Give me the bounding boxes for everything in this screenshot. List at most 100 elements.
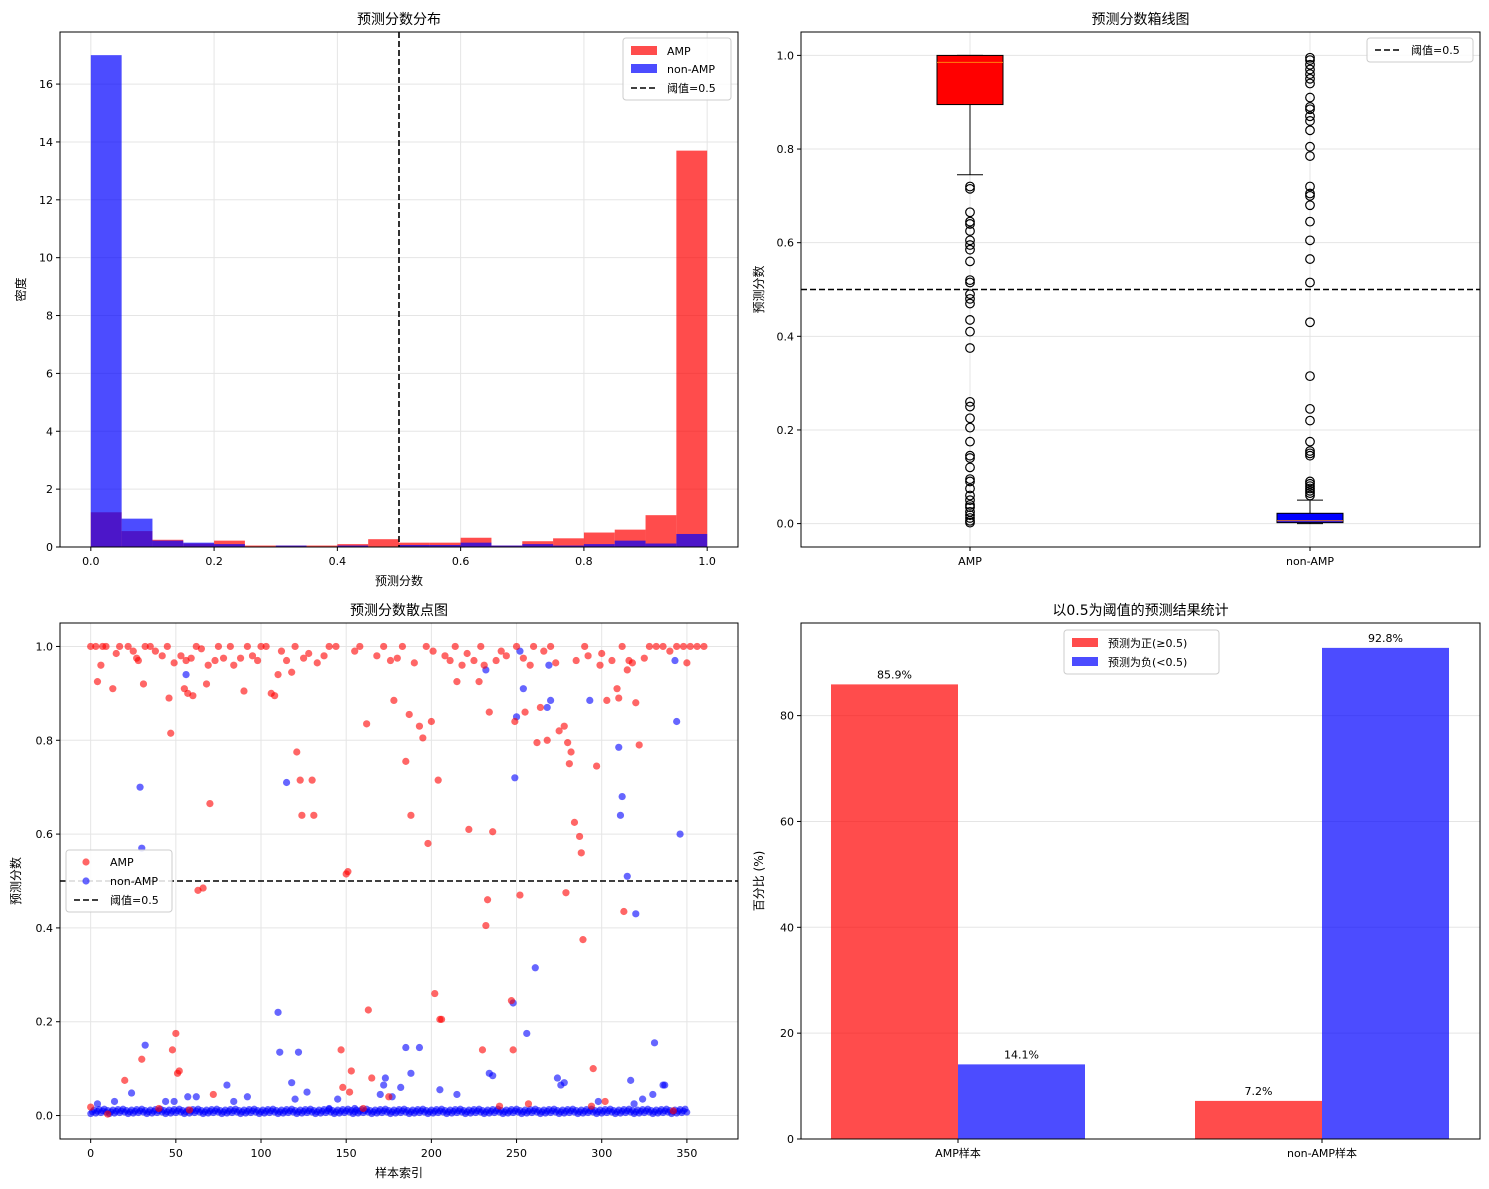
legend-label-threshold: 阈值=0.5 [667, 81, 716, 95]
box-outlier [965, 495, 975, 506]
bar-data-label: 85.9% [877, 668, 912, 681]
box-outlier [965, 343, 975, 353]
scatter-point-amp [168, 1046, 177, 1054]
scatter-point-non-amp [380, 1081, 388, 1089]
scatter-point-amp [254, 656, 262, 665]
y-tick-label: 0.4 [36, 922, 54, 935]
scatter-point-amp [410, 659, 418, 667]
scatter-point-non-amp [407, 1069, 415, 1077]
box-outlier [1305, 181, 1315, 192]
scatter-point-amp [560, 722, 568, 730]
scatter-point-non-amp [683, 1108, 691, 1116]
box-outlier [965, 256, 975, 267]
scatter-point-non-amp [243, 1093, 251, 1101]
scatter-point-non-amp [547, 696, 555, 705]
scatter-point-amp [547, 642, 555, 651]
scatter-point-non-amp [560, 1079, 568, 1087]
scatter-point-non-amp [274, 1008, 282, 1016]
scatter-point-non-amp [291, 1095, 299, 1103]
box-outlier [965, 207, 975, 218]
bar-data-label: 14.1% [1004, 1048, 1039, 1061]
scatter-point-amp [240, 687, 248, 695]
scatter-point-amp [104, 1110, 112, 1118]
y-tick-label: 2 [46, 483, 53, 496]
scatter-point-non-amp [162, 1097, 170, 1106]
scatter-point-non-amp [141, 1041, 149, 1049]
box-outlier [965, 502, 975, 513]
box-outlier [1305, 371, 1315, 382]
scatter-point-amp [555, 727, 563, 735]
scatter-point-amp [202, 680, 211, 688]
scatter-point-amp [509, 1046, 517, 1054]
box-outlier [1305, 111, 1315, 122]
scatter-point-amp [564, 739, 572, 747]
scatter-point-amp [603, 696, 611, 705]
box-outlier [965, 476, 975, 487]
scatter-point-amp [429, 647, 437, 655]
scatter-point-amp [175, 1067, 183, 1075]
scatter-point-amp [620, 907, 628, 916]
legend-box [1063, 629, 1220, 675]
y-tick-label: 0.8 [36, 734, 54, 747]
x-tick-label: 100 [251, 1147, 272, 1160]
legend-label-negative: 预测为负(<0.5) [1108, 655, 1187, 669]
scatter-point-amp [163, 642, 171, 651]
scatter-point-amp [453, 678, 461, 686]
y-tick-label: 0 [46, 541, 53, 554]
y-tick-label: 0.6 [36, 828, 54, 841]
box-outlier [965, 401, 975, 412]
y-axis-label: 预测分数 [8, 857, 23, 905]
y-tick-label: 60 [780, 815, 794, 828]
scatter-point-amp [659, 642, 667, 651]
box-outlier [965, 453, 975, 463]
box-outlier [965, 235, 975, 246]
scatter-point-amp [434, 776, 442, 784]
scatter-point-amp [589, 1065, 597, 1073]
scatter-point-amp [446, 656, 454, 665]
scatter-point-amp [332, 642, 340, 651]
scatter-point-amp [673, 642, 681, 651]
y-tick-label: 4 [46, 425, 53, 438]
box-outlier [965, 240, 975, 250]
scatter-point-amp [386, 656, 395, 665]
x-axis-label: 预测分数 [375, 573, 423, 588]
scatter-point-amp [211, 656, 219, 665]
chart-title: 预测分数散点图 [350, 603, 448, 619]
scatter-point-amp [248, 652, 257, 660]
hist-bar-amp [368, 539, 399, 547]
scatter-point-non-amp [543, 703, 551, 712]
scatter-point-non-amp [594, 1097, 602, 1106]
scatter-point-amp [87, 1103, 95, 1111]
scatter-point-amp [427, 717, 435, 726]
scatter-point-amp [581, 642, 589, 651]
scatter-point-non-amp [650, 1039, 659, 1047]
scatter-point-non-amp [618, 792, 626, 801]
scatter-point-amp [507, 997, 516, 1005]
scatter-point-non-amp [334, 1095, 342, 1103]
scatter-point-non-amp [671, 656, 679, 665]
box-outlier [965, 326, 975, 337]
scatter-point-amp [97, 661, 105, 669]
hist-bar-amp [399, 542, 430, 547]
scatter-point-amp [415, 722, 424, 730]
box-outlier [1305, 190, 1315, 201]
scatter-point-amp [373, 652, 381, 660]
scatter-point-amp [344, 868, 352, 876]
hist-bar-non-amp [90, 55, 122, 548]
scatter-point-amp [422, 642, 430, 651]
x-axis-label: 样本索引 [375, 1165, 423, 1180]
box-outlier [1305, 55, 1315, 65]
scatter-point-amp [385, 1093, 393, 1101]
scatter-point-amp [296, 776, 304, 784]
box-outlier [1305, 73, 1315, 84]
scatter-point-amp [257, 642, 265, 651]
hist-bar-amp [583, 532, 615, 547]
y-tick-label: 20 [780, 1027, 794, 1040]
hist-bar-non-amp [183, 542, 215, 547]
scatter-point-non-amp [376, 1090, 384, 1099]
scatter-point-amp [441, 652, 449, 660]
scatter-point-amp [666, 647, 674, 655]
y-tick-label: 0.4 [777, 330, 795, 343]
box-outlier [965, 462, 975, 473]
hist-bar-non-amp [399, 544, 430, 547]
